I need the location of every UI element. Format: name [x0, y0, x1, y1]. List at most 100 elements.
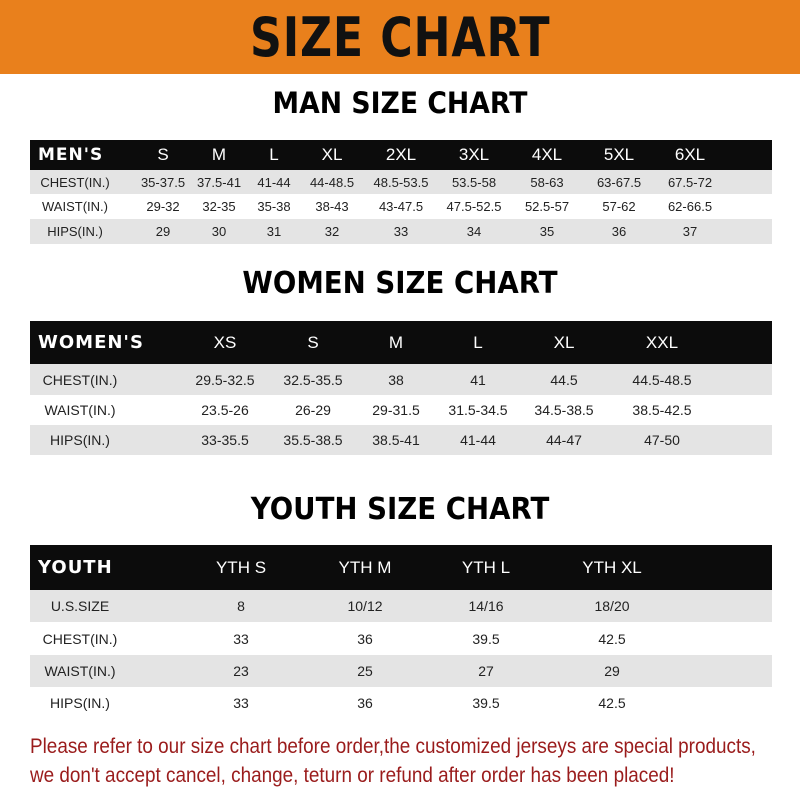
measurement-value: 30: [211, 224, 227, 239]
measurement-value: 36: [357, 694, 373, 711]
measurement-value: 32-35: [202, 199, 236, 214]
measurement-value: 37.5-41: [196, 174, 242, 190]
women-chart-title: WOMEN SIZE CHART: [242, 266, 558, 301]
measurement-value: 36: [357, 630, 373, 647]
measurement-value: 14/16: [468, 598, 504, 614]
measurement-value: 32.5-35.5: [283, 371, 343, 388]
table-row: CHEST(IN.) 29.5-32.5 32.5-35.5 38 41 44.5 44.5…: [30, 364, 772, 395]
order-notice-line-1: Please refer to our size chart before or…: [30, 735, 756, 758]
measurement-value: 25: [357, 663, 373, 679]
measurement-value: 41: [470, 371, 486, 388]
size-column-header: S: [307, 332, 319, 352]
measurement-value: 29: [604, 663, 620, 679]
table-row: WAIST(IN.) 29-32 32-35 35-38 38-43 43-47.5 47.…: [30, 194, 772, 219]
measurement-value: 38.5-42.5: [632, 402, 692, 418]
measurement-value: 35-38: [257, 199, 291, 214]
measurement-label: U.S.SIZE: [50, 598, 110, 614]
measurement-label: HIPS(IN.): [50, 694, 110, 711]
order-notice: Please refer to our size chart before or…: [30, 732, 756, 790]
measurement-value: 31: [266, 224, 282, 239]
size-column-header: L: [269, 145, 279, 164]
men-chart-title: MAN SIZE CHART: [272, 86, 528, 120]
order-notice-line-2: we don't accept cancel, change, teturn o…: [30, 764, 675, 787]
measurement-value: 8: [237, 598, 245, 614]
table-row: CHEST(IN.) 35-37.5 37.5-41 41-44 44-48.5 48.5…: [30, 170, 772, 194]
measurement-value: 38-43: [315, 199, 349, 214]
measurement-value: 27: [478, 663, 494, 679]
measurement-value: 29-32: [146, 199, 180, 214]
table-row: HIPS(IN.) 33 36 39.5 42.5: [30, 687, 772, 718]
table-row: WAIST(IN.) 23.5-26 26-29 29-31.5 31.5-34.5 34…: [30, 395, 772, 425]
measurement-value: 34.5-38.5: [534, 402, 594, 418]
measurement-value: 44-47: [546, 432, 582, 448]
measurement-label: HIPS(IN.): [47, 224, 103, 239]
table-corner-label: YOUTH: [38, 557, 113, 578]
measurement-value: 42.5: [598, 694, 626, 711]
measurement-value: 41-44: [257, 174, 291, 190]
measurement-value: 37: [682, 224, 698, 239]
measurement-value: 41-44: [460, 432, 496, 448]
size-column-header: YTH S: [215, 557, 267, 577]
measurement-value: 23.5-26: [201, 402, 249, 418]
measurement-value: 10/12: [347, 598, 383, 614]
measurement-value: 57-62: [602, 199, 636, 214]
women-size-table: WOMEN'S XS S M L XL XXL CHEST(IN.) 29.5-32.5 32.5…: [30, 321, 772, 455]
size-column-header: YTH XL: [582, 557, 642, 577]
measurement-label: WAIST(IN.): [44, 663, 116, 679]
measurement-value: 29-31.5: [372, 402, 420, 418]
measurement-value: 44-48.5: [309, 174, 355, 190]
table-header-row: MEN'S S M L XL 2XL 3XL 4XL 5XL 6XL: [30, 140, 772, 170]
measurement-value: 33: [393, 224, 409, 239]
size-column-header: YTH M: [338, 557, 392, 577]
measurement-value: 35.5-38.5: [283, 432, 343, 448]
table-header-row: YOUTH YTH S YTH M YTH L YTH XL: [30, 545, 772, 590]
measurement-label: HIPS(IN.): [50, 432, 110, 448]
measurement-value: 39.5: [472, 694, 500, 711]
table-row: HIPS(IN.) 33-35.5 35.5-38.5 38.5-41 41-44 44-…: [30, 425, 772, 455]
measurement-value: 62-66.5: [667, 199, 713, 214]
measurement-value: 29.5-32.5: [195, 371, 255, 388]
size-chart-banner: SIZE CHART: [0, 0, 800, 74]
size-column-header: XL: [553, 332, 575, 352]
measurement-value: 67.5-72: [667, 174, 713, 190]
measurement-label: CHEST(IN.): [40, 174, 110, 190]
table-corner-label: WOMEN'S: [38, 332, 144, 353]
size-column-header: YTH L: [461, 557, 511, 577]
measurement-value: 23: [233, 663, 249, 679]
measurement-value: 18/20: [594, 598, 630, 614]
measurement-value: 26-29: [295, 402, 331, 418]
size-column-header: XXL: [645, 332, 679, 352]
measurement-value: 35: [539, 224, 555, 239]
measurement-value: 36: [611, 224, 627, 239]
size-column-header: M: [388, 332, 404, 352]
measurement-value: 44.5-48.5: [632, 371, 692, 388]
measurement-label: WAIST(IN.): [44, 402, 116, 418]
measurement-value: 39.5: [472, 630, 500, 647]
measurement-value: 33-35.5: [201, 432, 249, 448]
measurement-value: 52.5-57: [524, 199, 570, 214]
measurement-value: 31.5-34.5: [448, 402, 508, 418]
size-column-header: 6XL: [674, 145, 706, 164]
measurement-value: 42.5: [598, 630, 626, 647]
size-column-header: 5XL: [603, 145, 635, 164]
measurement-value: 43-47.5: [378, 199, 424, 214]
measurement-value: 29: [155, 224, 171, 239]
table-header-row: WOMEN'S XS S M L XL XXL: [30, 321, 772, 364]
measurement-value: 58-63: [530, 174, 564, 190]
table-row: CHEST(IN.) 33 36 39.5 42.5: [30, 622, 772, 655]
measurement-value: 34: [466, 224, 482, 239]
table-corner-label: MEN'S: [38, 145, 104, 165]
size-column-header: 2XL: [385, 145, 417, 164]
measurement-label: CHEST(IN.): [42, 630, 118, 647]
youth-size-table: YOUTH YTH S YTH M YTH L YTH XL U.S.SIZE 8 10/12…: [30, 545, 772, 718]
measurement-value: 38.5-41: [372, 432, 420, 448]
men-size-table: MEN'S S M L XL 2XL 3XL 4XL 5XL 6XL CHEST(IN.) 35-37…: [30, 140, 772, 244]
measurement-value: 33: [233, 694, 249, 711]
size-column-header: XL: [321, 145, 343, 164]
measurement-value: 47.5-52.5: [446, 199, 502, 214]
measurement-value: 47-50: [644, 432, 680, 448]
measurement-value: 32: [324, 224, 340, 239]
measurement-value: 38: [388, 371, 404, 388]
size-column-header: L: [473, 332, 483, 352]
size-column-header: XS: [213, 332, 237, 352]
